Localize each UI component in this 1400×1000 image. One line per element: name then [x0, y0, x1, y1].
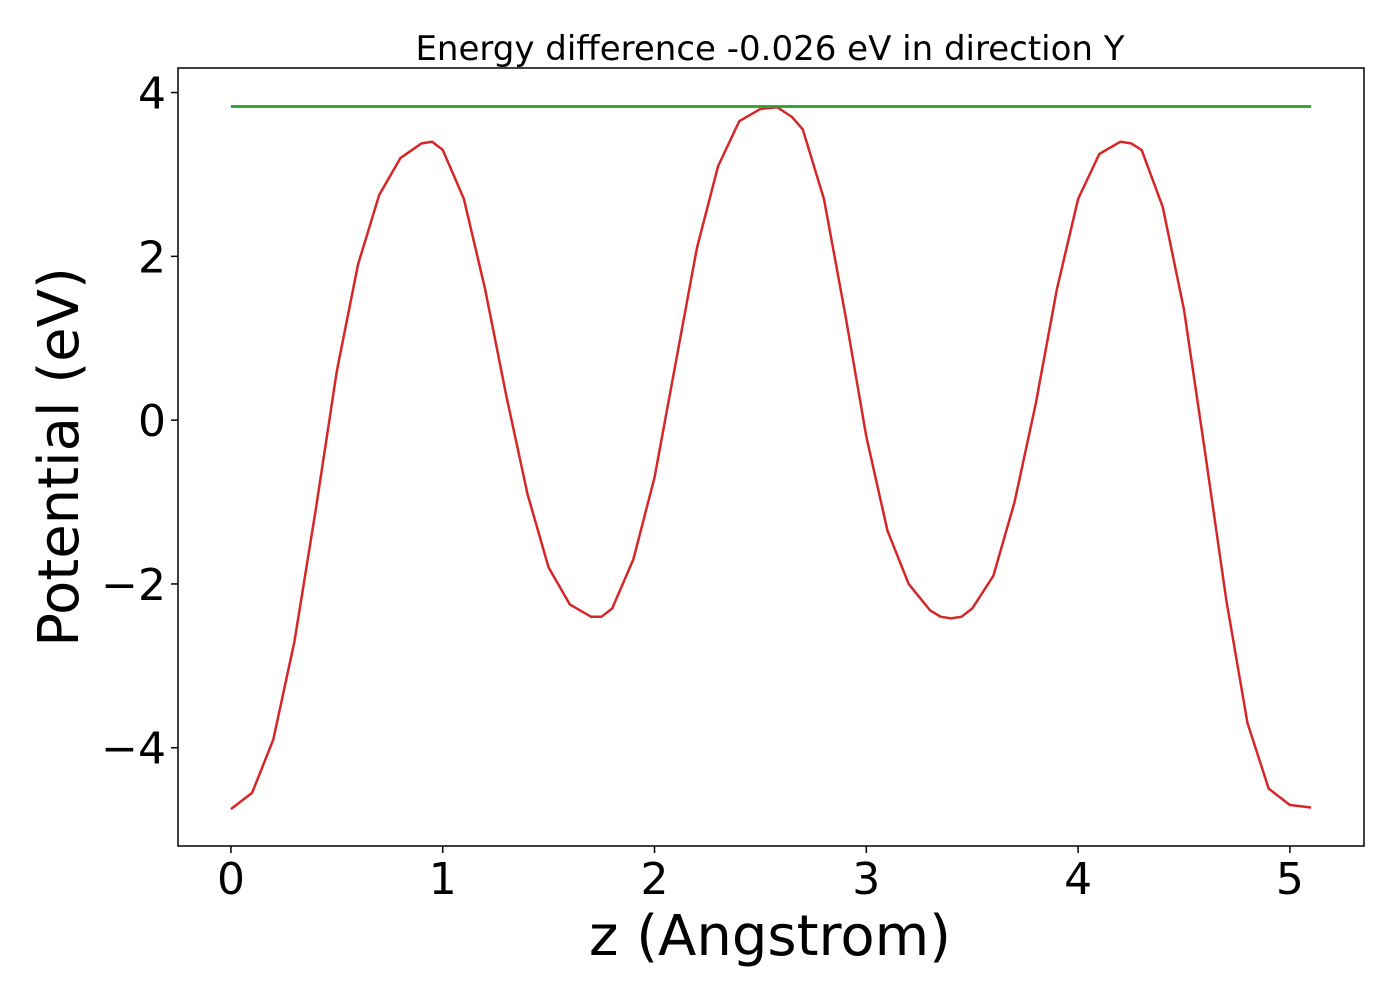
- x-tick-label: 0: [217, 854, 245, 905]
- chart-title: Energy difference -0.026 eV in direction…: [415, 29, 1124, 69]
- series-layer: [230, 105, 1312, 811]
- plot-frame: [177, 67, 1365, 847]
- y-tick-label: −4: [101, 724, 166, 775]
- x-tick-label: 2: [641, 854, 669, 905]
- y-axis-ticks: −4 −2 0 2 4: [101, 69, 178, 775]
- x-tick-label: 3: [852, 854, 880, 905]
- y-tick-label: 4: [138, 69, 166, 120]
- y-tick-label: −2: [101, 560, 166, 611]
- x-axis-label: z (Angstrom): [589, 904, 951, 969]
- x-tick-label: 1: [429, 854, 457, 905]
- x-tick-label: 4: [1064, 854, 1092, 905]
- x-axis-ticks: 0 1 2 3 4 5: [217, 846, 1304, 905]
- x-tick-label: 5: [1276, 854, 1304, 905]
- y-axis-label: Potential (eV): [27, 267, 92, 647]
- series-line-0: [230, 106, 1312, 811]
- y-tick-label: 2: [138, 232, 166, 283]
- y-tick-label: 0: [138, 396, 166, 447]
